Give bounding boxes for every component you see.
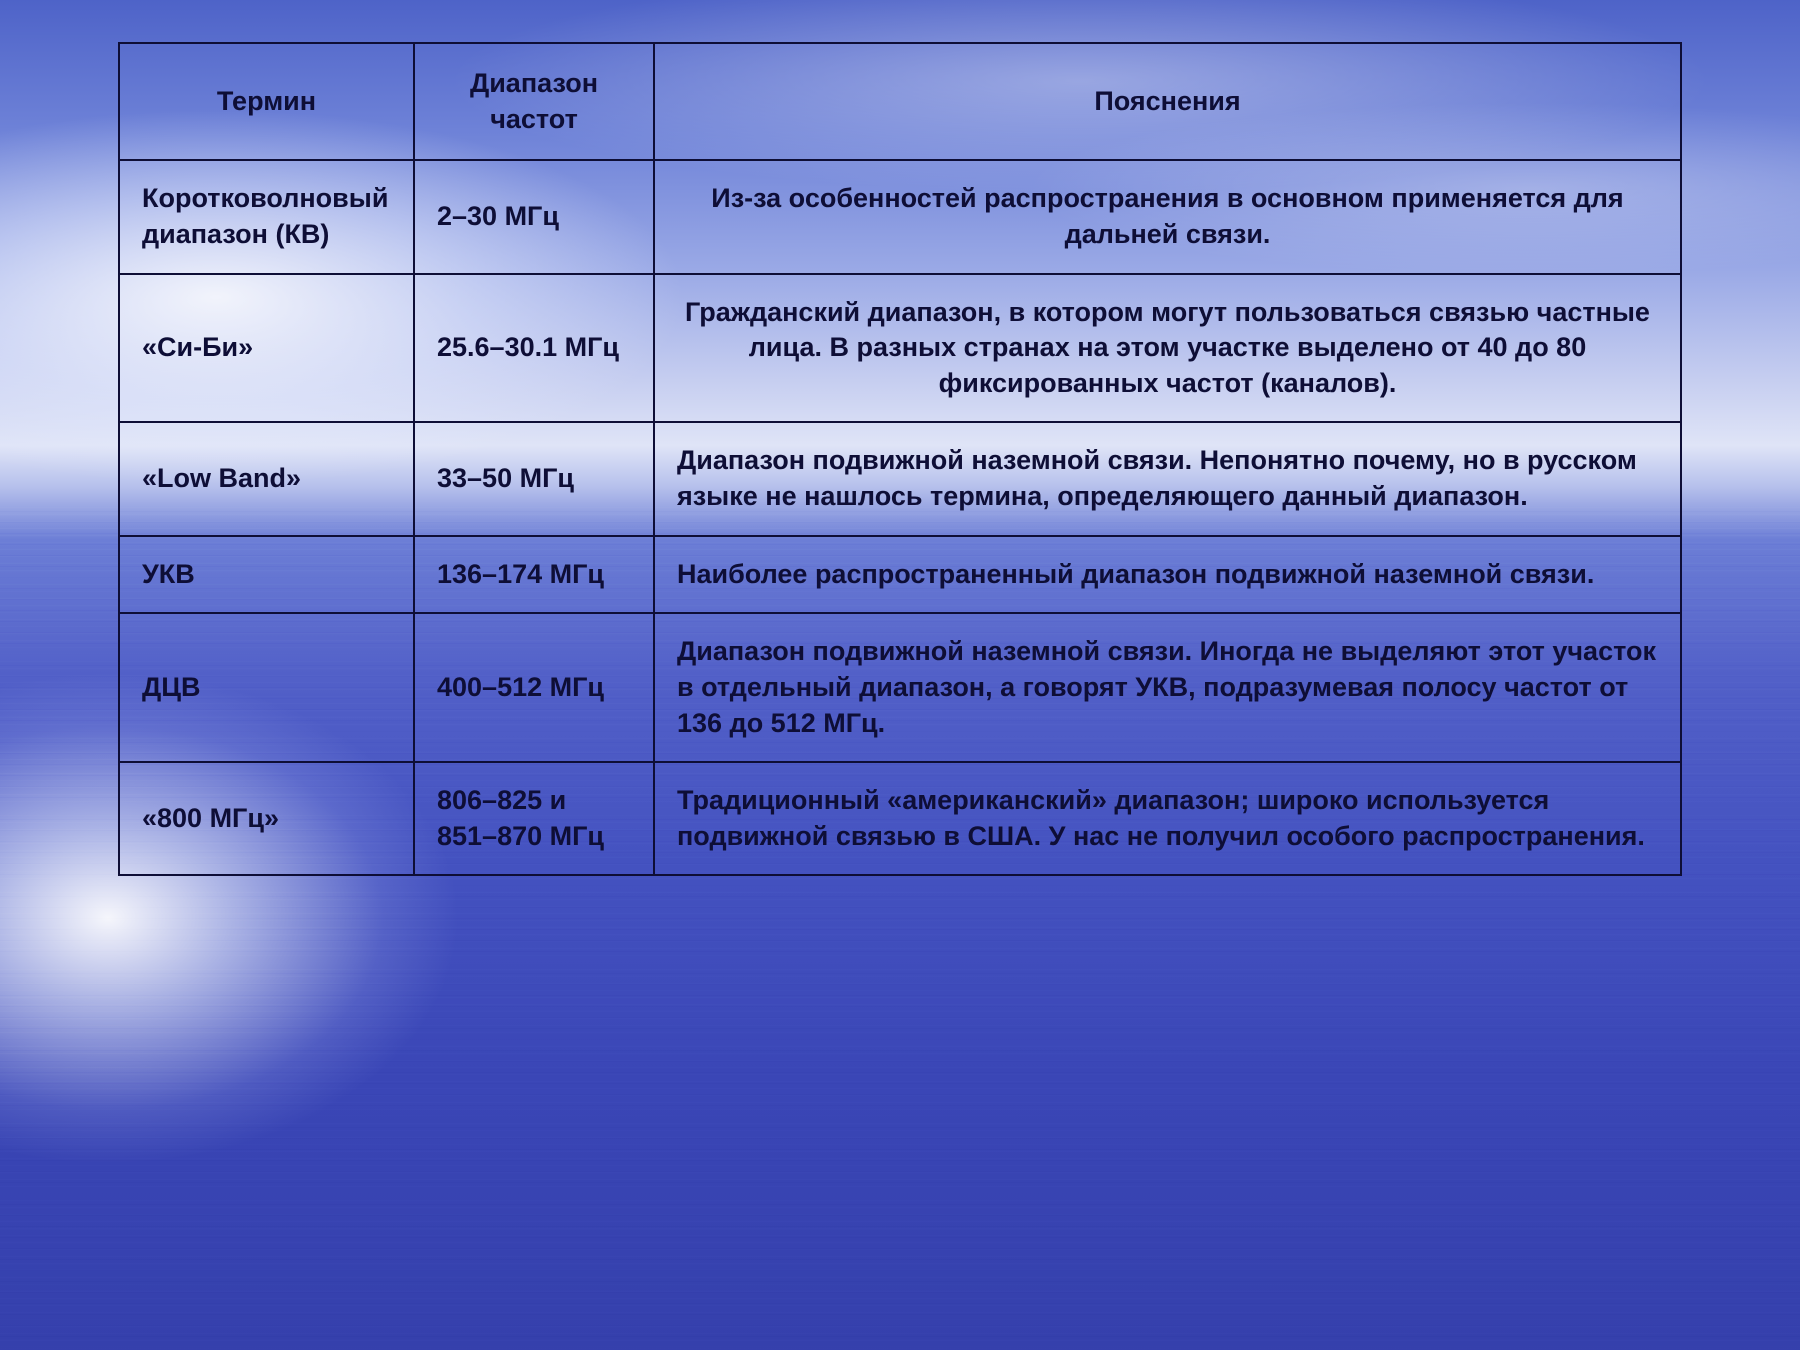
frequency-table: Термин Диапазон частот Пояснения Коротко… [118,42,1682,876]
cell-term: УКВ [119,536,414,614]
table-row: «800 МГц» 806–825 и 851–870 МГц Традицио… [119,762,1681,875]
cell-desc: Традиционный «американский» диапазон; ши… [654,762,1681,875]
cell-term: «800 МГц» [119,762,414,875]
table-row: ДЦВ 400–512 МГц Диапазон подвижной назем… [119,613,1681,762]
cell-term: ДЦВ [119,613,414,762]
cell-desc: Наиболее распространенный диапазон подви… [654,536,1681,614]
col-header-desc: Пояснения [654,43,1681,160]
col-header-range: Диапазон частот [414,43,654,160]
cell-range: 33–50 МГц [414,422,654,535]
cell-term: «Low Band» [119,422,414,535]
cell-range: 136–174 МГц [414,536,654,614]
cell-desc: Диапазон подвижной наземной связи. Непон… [654,422,1681,535]
cell-term: «Си-Би» [119,274,414,423]
cell-desc: Из-за особенностей распространения в осн… [654,160,1681,273]
table-row: «Low Band» 33–50 МГц Диапазон подвижной … [119,422,1681,535]
cell-range: 25.6–30.1 МГц [414,274,654,423]
cell-range: 2–30 МГц [414,160,654,273]
cell-range: 806–825 и 851–870 МГц [414,762,654,875]
col-header-term: Термин [119,43,414,160]
table-row: УКВ 136–174 МГц Наиболее распространенны… [119,536,1681,614]
table-header-row: Термин Диапазон частот Пояснения [119,43,1681,160]
table-row: «Си-Би» 25.6–30.1 МГц Гражданский диапаз… [119,274,1681,423]
table-row: Коротковолновый диапазон (КВ) 2–30 МГц И… [119,160,1681,273]
cell-range: 400–512 МГц [414,613,654,762]
slide: Термин Диапазон частот Пояснения Коротко… [0,0,1800,1350]
cell-desc: Гражданский диапазон, в котором могут по… [654,274,1681,423]
cell-term: Коротковолновый диапазон (КВ) [119,160,414,273]
cell-desc: Диапазон подвижной наземной связи. Иногд… [654,613,1681,762]
